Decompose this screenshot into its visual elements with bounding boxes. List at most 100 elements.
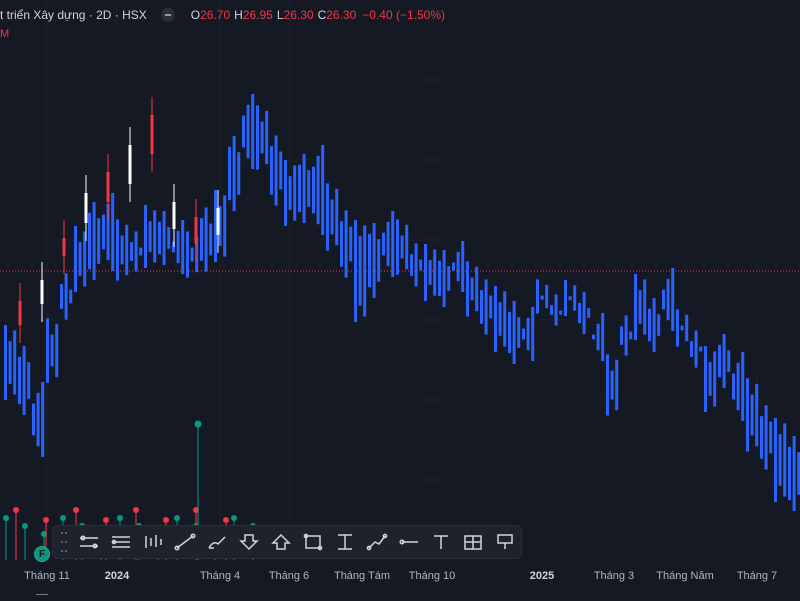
ohlc-bar	[755, 383, 759, 447]
ohlc-bar	[116, 219, 119, 281]
ohlc-bar	[568, 296, 572, 301]
path-tool-icon[interactable]	[361, 528, 393, 556]
ohlc-bar	[32, 403, 35, 436]
arrow-up-tool-icon[interactable]	[265, 528, 297, 556]
ohlc-bar	[204, 207, 208, 272]
ohlc-bar	[344, 210, 348, 278]
ohlc-bar	[531, 307, 535, 361]
chart-area[interactable]	[0, 0, 800, 565]
horizontal-ray-tool-icon[interactable]	[393, 528, 425, 556]
ohlc-bar	[699, 346, 703, 352]
arrow-down-tool-icon[interactable]	[233, 528, 265, 556]
ohlc-bar	[321, 145, 325, 235]
candle-body	[84, 193, 88, 223]
ohlc-bar	[680, 325, 684, 331]
table-tool-icon[interactable]	[457, 528, 489, 556]
ohlc-bar	[144, 205, 147, 268]
ohlc-bar	[624, 315, 628, 356]
symbol-title[interactable]: t triển Xây dựng · 2D · HSX	[0, 8, 147, 22]
ohlc-bar	[396, 219, 399, 275]
ohlc-bar	[88, 212, 91, 270]
ohlc-bar	[470, 277, 474, 301]
x-tick-label: Tháng 10	[408, 570, 456, 582]
ohlc-bar	[475, 266, 479, 312]
ohlc-bar	[447, 266, 451, 291]
ohlc-bar	[13, 330, 17, 395]
ohlc-bar	[587, 308, 591, 318]
text-tool-icon[interactable]	[425, 528, 457, 556]
ohlc-bar	[195, 236, 199, 273]
ohlc-bar	[405, 224, 409, 270]
ohlc-bar	[783, 423, 787, 497]
calendar-icon[interactable]	[36, 594, 48, 601]
ohlc-bar	[237, 152, 241, 195]
ohlc-bar	[736, 362, 740, 411]
ohlc-bar	[671, 268, 675, 331]
ohlc-bar	[92, 202, 96, 280]
brush-tool-icon[interactable]	[201, 528, 233, 556]
ohlc-bar	[424, 244, 427, 301]
ohlc-bar	[382, 232, 385, 256]
symbol-header[interactable]: t triển Xây dựng · 2D · HSX O 26.70 H 26.9…	[0, 7, 445, 23]
ohlc-bar	[41, 382, 45, 457]
ohlc-bar	[153, 210, 157, 263]
ruler-tool-icon[interactable]	[73, 528, 105, 556]
ohlc-bar	[690, 341, 693, 357]
time-axis[interactable]: Tháng 11 2024 Tháng 4 Tháng 6 Tháng Tám …	[0, 565, 800, 587]
ohlc-bar	[97, 218, 101, 264]
ohlc-bar	[774, 418, 777, 502]
ohlc-bar	[732, 373, 735, 400]
ohlc-bar	[592, 334, 595, 340]
ohlc-bar	[713, 351, 717, 407]
ohlc-bar	[606, 354, 609, 416]
ohlc-bar	[284, 160, 287, 226]
close-value: 26.30	[326, 8, 357, 22]
ohlc-bar	[727, 350, 731, 372]
ohlc-bar	[582, 292, 586, 334]
parallel-lines-tool-icon[interactable]	[105, 528, 137, 556]
ohlc-bar	[223, 195, 227, 257]
event-badge[interactable]: F	[34, 546, 50, 562]
volume-up-marker	[22, 523, 28, 529]
ohlc-bar	[18, 356, 21, 405]
change-value: −0.40 (−1.50%)	[362, 8, 445, 22]
ohlc-bar	[466, 261, 469, 317]
ohlc-bar	[643, 279, 647, 335]
candle-body	[18, 301, 22, 325]
bars-pattern-tool-icon[interactable]	[137, 528, 169, 556]
ohlc-bar	[564, 280, 567, 316]
trend-line-tool-icon[interactable]	[169, 528, 201, 556]
flag-tool-icon[interactable]	[489, 528, 521, 556]
drawing-toolbar	[52, 525, 522, 559]
ohlc-bar	[428, 260, 432, 285]
ohlc-bar	[27, 362, 31, 399]
indicator-label: M	[0, 28, 10, 40]
ohlc-bar	[246, 104, 250, 159]
drag-grip-icon[interactable]	[57, 532, 67, 552]
ohlc-bar	[330, 199, 334, 235]
ohlc-bar	[662, 289, 665, 310]
price-range-tool-icon[interactable]	[329, 528, 361, 556]
ohlc-bar	[302, 154, 306, 223]
volume-down-marker	[163, 517, 169, 523]
ohlc-bar	[536, 279, 539, 314]
candle-body	[128, 145, 132, 184]
ohlc-bar	[358, 236, 362, 306]
price-chart[interactable]	[0, 0, 800, 565]
ohlc-bar	[559, 310, 563, 315]
rectangle-tool-icon[interactable]	[297, 528, 329, 556]
ohlc-bar	[111, 193, 115, 271]
x-tick-label: Tháng 3	[593, 570, 635, 582]
ohlc-bar	[522, 328, 525, 340]
ohlc-bar	[638, 290, 642, 324]
ohlc-bar	[279, 151, 283, 190]
ohlc-bar	[293, 165, 297, 221]
ohlc-bar	[797, 452, 800, 495]
ohlc-bar	[410, 254, 413, 276]
ohlc-bar	[363, 225, 367, 317]
ohlc-bar	[694, 330, 698, 368]
ohlc-bar	[102, 214, 105, 250]
ohlc-bar	[50, 334, 54, 367]
visibility-icon[interactable]	[160, 8, 175, 22]
ohlc-bar	[708, 362, 712, 396]
